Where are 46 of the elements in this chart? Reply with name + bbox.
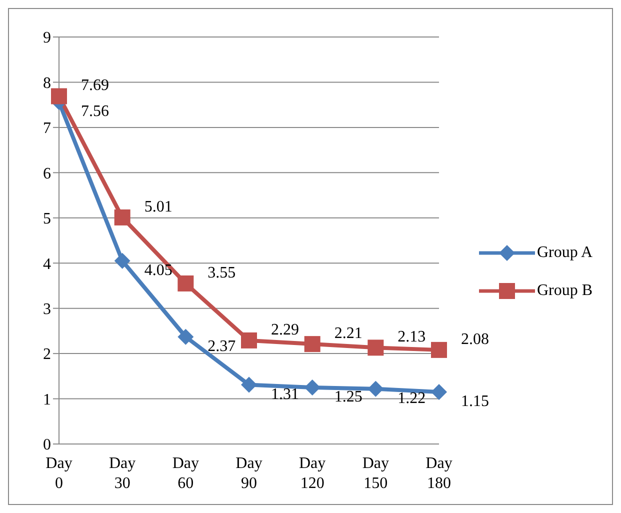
y-tick-label: 6: [43, 165, 51, 182]
point: [368, 340, 384, 356]
point: [368, 380, 384, 397]
legend-label: Group A: [537, 244, 593, 262]
x-tick-label: Day 120: [299, 455, 326, 492]
data-label: 7.56: [81, 103, 109, 120]
point: [241, 332, 257, 348]
y-tick-label: 1: [43, 391, 51, 408]
data-label: 2.13: [398, 328, 426, 346]
point: [304, 379, 320, 396]
data-label: 3.55: [208, 264, 236, 282]
y-tick-label: 2: [43, 346, 51, 364]
data-label: 2.08: [461, 330, 489, 348]
data-label: 2.37: [208, 338, 236, 355]
data-label: 5.01: [144, 198, 172, 216]
x-tick-label: Day 30: [109, 455, 136, 492]
point: [51, 88, 67, 104]
data-label: 1.25: [334, 388, 362, 406]
y-tick-label: 9: [43, 30, 51, 47]
x-tick-label: Day 90: [236, 455, 262, 492]
y-tick-label: 7: [43, 120, 51, 138]
point: [178, 275, 194, 292]
y-tick-label: 3: [43, 301, 51, 318]
data-label: 1.22: [398, 390, 426, 407]
y-tick-label: 5: [43, 210, 51, 228]
x-tick-label: Day 150: [362, 455, 389, 492]
y-tick-label: 4: [43, 256, 51, 273]
data-label: 1.15: [461, 392, 489, 410]
point: [241, 376, 257, 393]
data-label: 2.21: [334, 325, 362, 342]
point: [431, 342, 447, 358]
data-label: 1.31: [271, 386, 299, 403]
point: [178, 328, 194, 345]
point: [431, 384, 447, 400]
data-label: 2.29: [271, 321, 299, 338]
y-tick-label: 8: [43, 74, 51, 92]
x-tick-label: Day 180: [426, 455, 452, 492]
legend-label: Group B: [537, 282, 593, 300]
point: [114, 209, 130, 226]
point: [304, 336, 320, 352]
x-tick-label: Day 60: [172, 455, 199, 492]
x-tick-label: Day 0: [46, 455, 72, 492]
y-tick-label: 0: [43, 436, 51, 454]
data-label: 7.69: [81, 77, 109, 94]
point: [114, 252, 130, 269]
data-label: 4.05: [144, 262, 172, 279]
